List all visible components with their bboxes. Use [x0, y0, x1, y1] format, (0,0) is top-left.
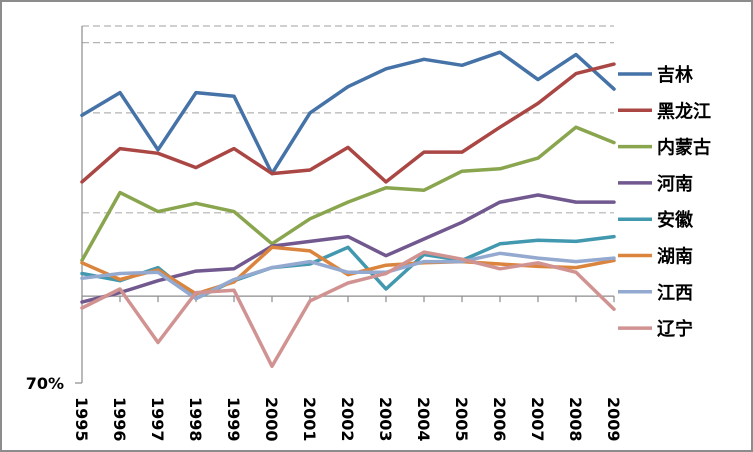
x-tick-label: 2009: [604, 397, 623, 442]
series-line-吉林: [80, 50, 616, 176]
x-tick-label: 2004: [414, 397, 433, 442]
x-tick-label: 2007: [528, 397, 547, 442]
x-tick-label: 2006: [490, 397, 509, 442]
x-tick-label: 1995: [72, 397, 91, 442]
x-tick-label: 2008: [566, 397, 585, 442]
series-line-江西: [80, 251, 616, 301]
x-tick-label: 1998: [186, 397, 205, 442]
x-tick-label: 2005: [452, 397, 471, 442]
x-tick-label: 1999: [224, 397, 243, 442]
legend-label: 吉林: [657, 64, 693, 86]
x-tick-label: 2003: [376, 397, 395, 442]
legend-label: 黑龙江: [657, 100, 711, 122]
x-tick-label: 2001: [300, 397, 319, 442]
legend-label: 内蒙古: [657, 137, 711, 159]
y-tick-label: 70%: [26, 374, 64, 393]
series-line-内蒙古: [80, 125, 616, 263]
legend-label: 辽宁: [657, 318, 693, 340]
x-tick-label: 1996: [110, 397, 129, 442]
series-line-黑龙江: [80, 62, 616, 184]
x-tick-label: 1997: [148, 397, 167, 442]
series-line-辽宁: [80, 250, 616, 369]
x-tick-label: 2000: [262, 397, 281, 442]
legend-label: 江西: [657, 283, 693, 304]
legend-label: 湖南: [657, 246, 693, 268]
x-tick-label: 2002: [338, 397, 357, 442]
legend-label: 安徽: [657, 209, 694, 231]
legend-label: 河南: [657, 173, 693, 195]
